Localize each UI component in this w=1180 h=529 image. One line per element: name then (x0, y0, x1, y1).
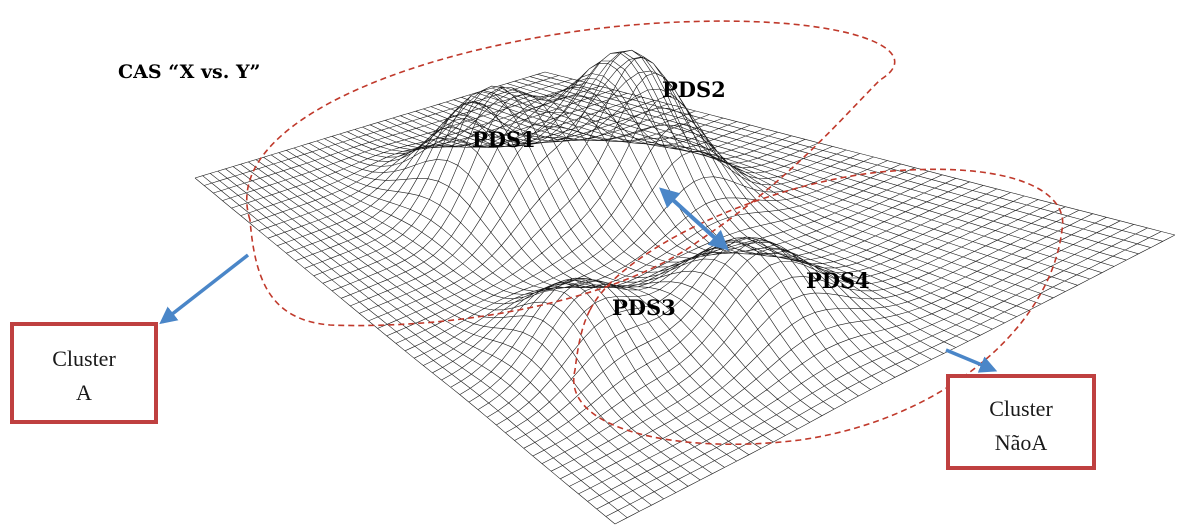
distance-arrow (659, 187, 729, 251)
cluster-naoa-label-line2: NãoA (995, 430, 1048, 455)
cluster-naoa-pointer-arrow (945, 348, 998, 373)
cluster-naoa-label-line1: Cluster (989, 396, 1053, 421)
peak-label-pds2: PDS2 (662, 77, 726, 102)
mesh-gridlines (194, 49, 1176, 525)
peak-label-pds3: PDS3 (612, 295, 676, 320)
peak-label-pds4: PDS4 (806, 268, 870, 293)
peak-label-pds1: PDS1 (472, 127, 536, 152)
diagram-title: CAS “X vs. Y” (118, 61, 260, 83)
cluster-naoa-box: Cluster NãoA (946, 374, 1096, 470)
cluster-a-box: Cluster A (10, 322, 158, 424)
cluster-naoa-outline (572, 168, 1064, 445)
wireframe-surface (194, 49, 1176, 525)
cluster-a-outline (246, 20, 896, 327)
cluster-a-label-line2: A (76, 380, 92, 405)
cluster-a-pointer-arrow (159, 253, 250, 325)
cluster-a-label-line1: Cluster (52, 346, 116, 371)
